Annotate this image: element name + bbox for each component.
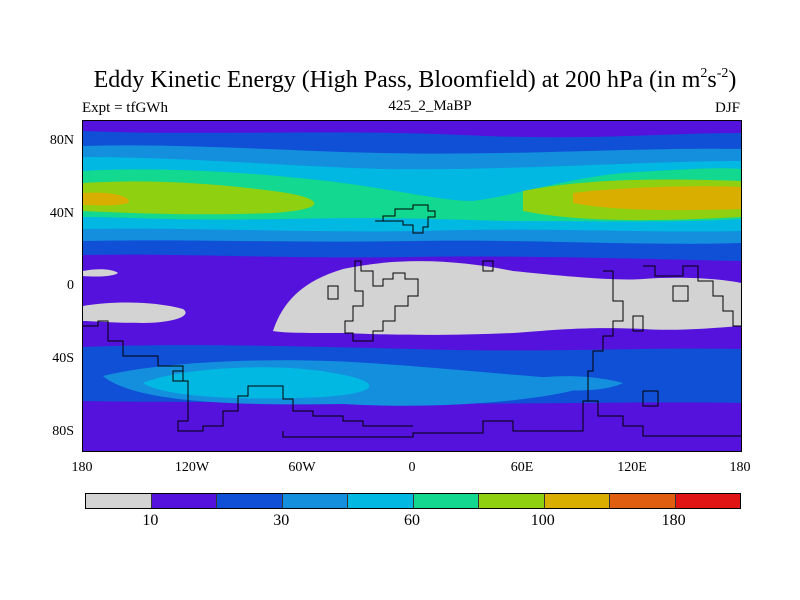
colorbar-segment-2 [217, 494, 283, 508]
contour-band-south-cyan [143, 367, 370, 399]
contour-band-north-gold-west [83, 192, 129, 206]
experiment-label: Expt = tfGWh [82, 100, 168, 116]
coastline-south-america [83, 320, 413, 432]
colorbar-label-100: 100 [530, 512, 555, 529]
colorbar-segment-9 [675, 494, 740, 508]
colorbar-segment-5 [413, 494, 479, 508]
coastline-antarctica [282, 400, 741, 438]
x-tick-180e: 180 [729, 460, 751, 475]
y-tick-80n: 80N [49, 133, 74, 148]
y-tick-40n: 40N [49, 206, 74, 221]
colorbar-segment-0 [86, 494, 152, 508]
contour-band-tropics-low-west2 [83, 269, 118, 277]
coastline-europe-asia [375, 204, 436, 234]
colorbar-label-30: 30 [273, 512, 290, 529]
coastline-pacific-island [327, 285, 339, 300]
coastlines [83, 204, 741, 438]
y-tick-40s: 40S [52, 351, 74, 366]
colorbar-label-180: 180 [661, 512, 686, 529]
contour-band-tropics-low-west [83, 302, 186, 323]
x-tick-180w: 180 [71, 460, 93, 475]
colorbar-label-60: 60 [404, 512, 420, 529]
coastline-australia [587, 270, 624, 401]
coastline-east-asia [672, 285, 689, 302]
season-label: DJF [714, 100, 740, 116]
coastline-indonesia [632, 315, 644, 332]
colorbar [85, 493, 741, 509]
chart-title: Eddy Kinetic Energy (High Pass, Bloomfie… [93, 66, 737, 93]
colorbar-segment-1 [151, 494, 217, 508]
colorbar-segment-6 [479, 494, 545, 508]
contour-band-north-gold-east [573, 186, 741, 211]
colorbar-segment-8 [610, 494, 676, 508]
contour-plot [83, 131, 741, 451]
contour-band-south-east [513, 376, 623, 391]
colorbar-segment-4 [348, 494, 414, 508]
contour-band-south-pole [83, 421, 741, 451]
run-label: 425_2_MaBP [388, 98, 472, 114]
colorbar-label-10: 10 [142, 512, 159, 529]
coastline-pacific-east [643, 265, 741, 327]
contour-map [82, 120, 742, 452]
coastline-south-pacific [642, 390, 659, 407]
coastline-antarctic-peninsula [172, 370, 184, 382]
contour-band-tropics-low [273, 261, 741, 335]
coastline-arabia [482, 260, 494, 272]
x-tick-0: 0 [408, 460, 416, 475]
contour-band-north-lime [83, 181, 315, 215]
colorbar-segment-7 [544, 494, 610, 508]
x-tick-120e: 120E [617, 460, 647, 475]
coastline-africa [344, 260, 419, 342]
colorbar-segment-3 [282, 494, 348, 508]
x-tick-60e: 60E [510, 460, 534, 475]
y-tick-80s: 80S [52, 424, 74, 439]
y-tick-0: 0 [67, 278, 74, 293]
x-tick-60w: 60W [288, 460, 316, 475]
x-tick-120w: 120W [174, 460, 210, 475]
